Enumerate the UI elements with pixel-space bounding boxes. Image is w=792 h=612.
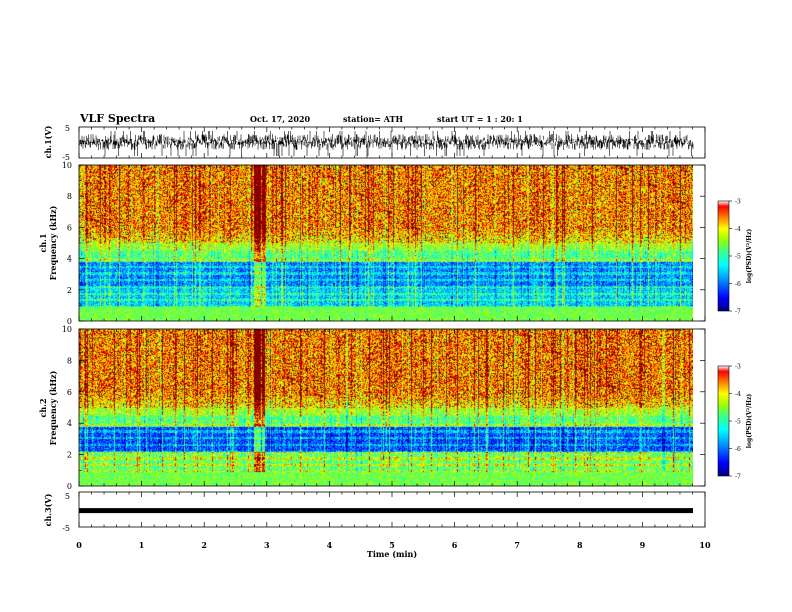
ch2-spectrogram-panel: 0 2 4 6 8 10 ch.2 Frequency (kHz) <box>38 325 706 491</box>
ch2-spectrogram-ylabel-channel: ch.2 <box>38 398 48 417</box>
ch2-spectrogram-ylabel-frequency: Frequency (kHz) <box>48 370 58 445</box>
ch1-spectrogram-panel: 0 2 4 6 8 10 ch.1 Frequency (kHz) <box>38 161 706 326</box>
ch2-colorbar-tick--6: -6 <box>735 446 741 453</box>
ch2-colorbar-tick--7: -7 <box>735 474 741 481</box>
ch2-ytick-label-8: 8 <box>67 356 72 365</box>
ch1-colorbar-ticks: -3 -4 -5 -6 -7 <box>729 199 741 316</box>
ch3-waveform-trace <box>79 508 693 514</box>
ch2-ytick-label-6: 6 <box>67 388 72 397</box>
ch1-waveform-ylabel: ch.1(V) <box>43 125 53 158</box>
ch2-colorbar-tick--5: -5 <box>735 419 741 426</box>
ch1-colorbar-tick--4: -4 <box>735 226 741 233</box>
ch1-ytick-label-4: 4 <box>67 255 72 264</box>
ch2-frequency-ticks: 0 2 4 6 8 10 <box>62 325 705 491</box>
time-tick-label-2: 2 <box>201 540 207 550</box>
ch1-spectrogram-image <box>79 165 693 321</box>
time-tick-label-6: 6 <box>452 540 458 550</box>
time-tick-label-8: 8 <box>577 540 583 550</box>
ch2-colorbar: -3 -4 -5 -6 -7 log(PSD)(V²/Hz) <box>717 364 753 481</box>
ch1-colorbar: -3 -4 -5 -6 -7 log(PSD)(V²/Hz) <box>717 199 753 316</box>
ch1-colorbar-tick--7: -7 <box>735 309 741 316</box>
time-axis-label: Time (min) <box>367 549 417 559</box>
ch1-ytick-top: 5 <box>65 124 70 133</box>
ch3-waveform-panel: 5 -5 ch.3(V) <box>43 491 706 533</box>
time-tick-label-3: 3 <box>264 540 270 550</box>
ch1-waveform-path <box>78 131 694 156</box>
ch2-ytick-label-0: 0 <box>67 482 72 491</box>
ch1-ytick-label-10: 10 <box>62 161 72 170</box>
ch1-waveform-trace <box>78 131 694 156</box>
time-tick-label-5: 5 <box>389 540 395 550</box>
ch2-colorbar-tick--3: -3 <box>735 364 741 371</box>
time-tick-label-1: 1 <box>139 540 145 550</box>
ch3-ytick-top: 5 <box>65 492 70 501</box>
ch2-ytick-label-2: 2 <box>67 451 72 460</box>
date-label: Oct. 17, 2020 <box>250 114 311 124</box>
ch3-waveform-ylabel: ch.3(V) <box>43 493 53 526</box>
ch2-colorbar-scale <box>717 365 730 477</box>
figure-title: VLF Spectra <box>79 112 155 125</box>
ch2-colorbar-tick--4: -4 <box>735 391 741 398</box>
ch1-ytick-label-2: 2 <box>67 286 72 295</box>
time-tick-label-10: 10 <box>699 540 711 550</box>
time-tick-label-4: 4 <box>327 540 333 550</box>
time-axis-tick-labels: 0 1 2 3 4 5 6 7 8 9 10 <box>76 540 711 550</box>
start-time-label: start UT = 1 : 20: 1 <box>437 114 523 124</box>
time-tick-label-9: 9 <box>640 540 646 550</box>
ch1-colorbar-scale <box>717 200 730 312</box>
ch1-colorbar-tick--3: -3 <box>735 199 741 206</box>
station-label: station= ATH <box>343 114 403 124</box>
ch2-colorbar-ticks: -3 -4 -5 -6 -7 <box>729 364 741 481</box>
ch1-waveform-panel: 5 -5 ch.1(V) <box>43 124 706 162</box>
ch1-ytick-label-0: 0 <box>67 317 72 326</box>
ch2-colorbar-label: log(PSD)(V²/Hz) <box>746 394 753 449</box>
ch2-ytick-label-4: 4 <box>67 419 72 428</box>
time-tick-label-0: 0 <box>76 540 82 550</box>
ch1-spectrogram-ylabel-channel: ch.1 <box>38 233 48 252</box>
time-tick-label-7: 7 <box>514 540 520 550</box>
ch2-spectrogram-image <box>79 329 693 486</box>
ch1-ytick-label-6: 6 <box>67 223 72 232</box>
ch1-ytick-bottom: -5 <box>62 153 70 162</box>
ch2-ytick-label-10: 10 <box>62 325 72 334</box>
ch1-colorbar-label: log(PSD)(V²/Hz) <box>746 229 753 284</box>
ch1-frequency-ticks: 0 2 4 6 8 10 <box>62 161 705 326</box>
ch1-ytick-label-8: 8 <box>67 192 72 201</box>
ch1-colorbar-tick--5: -5 <box>735 254 741 261</box>
ch1-spectrogram-ylabel-frequency: Frequency (kHz) <box>48 205 58 280</box>
ch1-colorbar-tick--6: -6 <box>735 281 741 288</box>
ch3-ytick-bottom: -5 <box>62 524 70 533</box>
time-axis-ticks <box>78 127 706 527</box>
